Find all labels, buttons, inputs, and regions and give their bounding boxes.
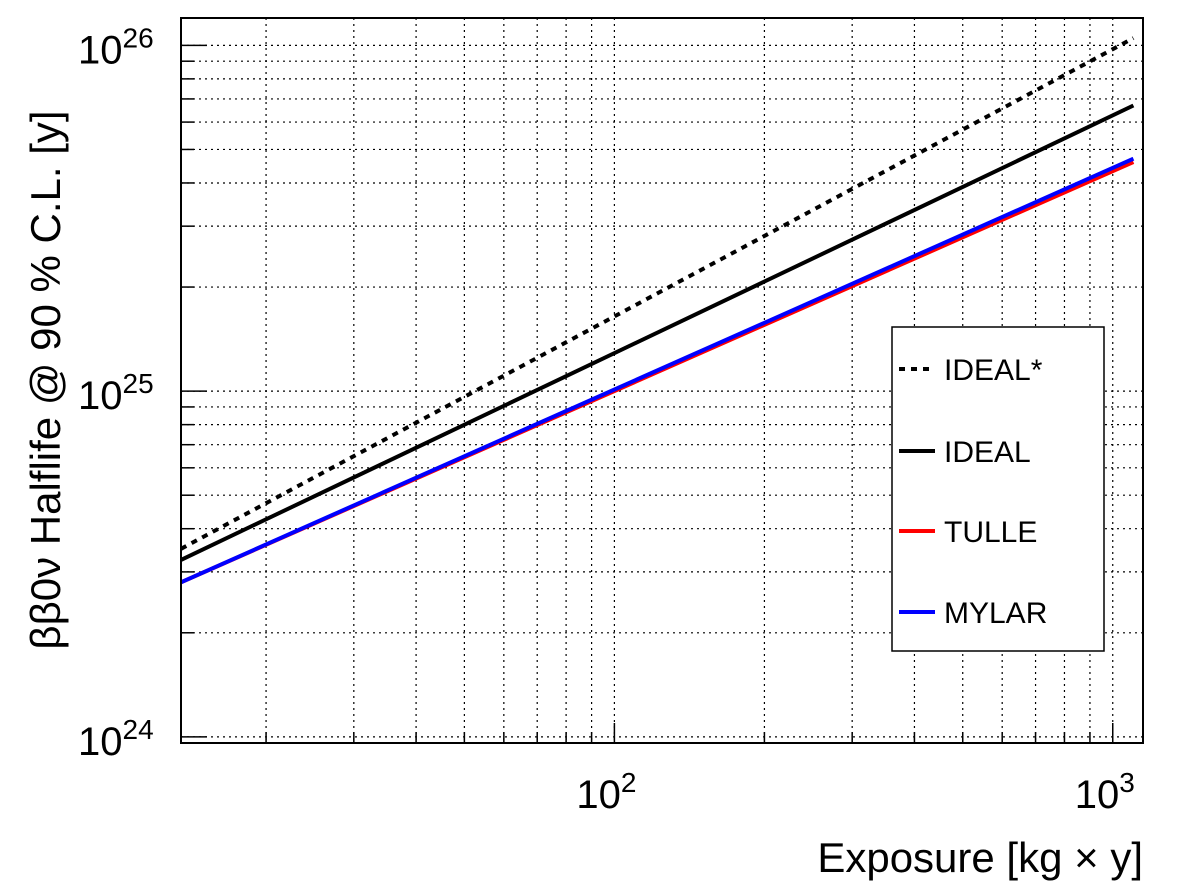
series-line-mylar — [180, 156, 1135, 585]
series-line-ideal — [180, 103, 1135, 562]
legend-label: IDEAL — [944, 436, 1031, 469]
legend: IDEAL* IDEAL TULLE MYLAR — [891, 326, 1105, 652]
legend-label: TULLE — [944, 516, 1037, 549]
legend-label: IDEAL* — [944, 354, 1043, 387]
x-tick-label: 102 — [576, 767, 636, 817]
plot-series — [180, 36, 1135, 585]
x-tick-label: 103 — [1075, 767, 1135, 817]
y-axis-title: ββ0ν Halflife @ 90 % C.L. [y] — [22, 110, 69, 649]
plot-frame — [180, 17, 1144, 744]
legend-box — [891, 326, 1105, 652]
x-axis-title: Exposure [kg × y] — [817, 834, 1143, 881]
y-tick-label: 1024 — [78, 714, 154, 764]
legend-label: MYLAR — [944, 597, 1047, 630]
y-tick-label: 1025 — [78, 368, 154, 418]
series-line-ideal — [180, 36, 1135, 551]
tick-labels: 102 103 1024 1025 1026 — [78, 22, 1135, 817]
axis-ticks — [181, 44, 1114, 743]
y-tick-label: 1026 — [78, 22, 154, 72]
